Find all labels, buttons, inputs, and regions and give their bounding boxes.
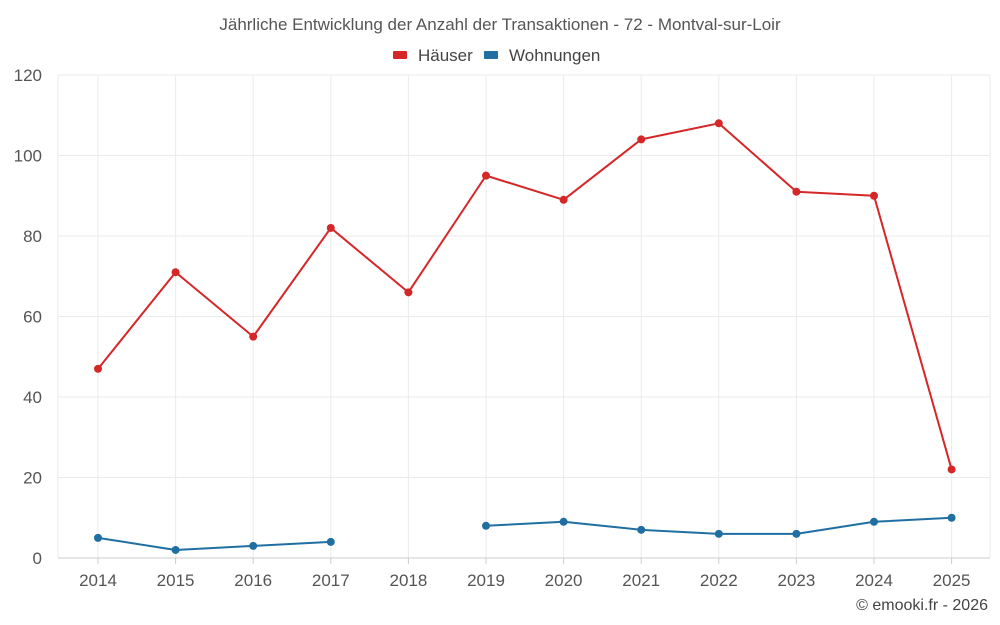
data-point-haeuser (714, 119, 723, 128)
y-tick-label: 20 (23, 469, 42, 488)
data-point-wohnungen (947, 513, 956, 522)
legend-item-wohnungen[interactable]: Wohnungen (484, 46, 600, 65)
legend: Häuser Wohnungen (393, 46, 600, 65)
x-tick-label: 2022 (700, 571, 738, 590)
x-tick-label: 2014 (79, 571, 117, 590)
y-tick-label: 100 (14, 147, 42, 166)
y-axis: 0 20 40 60 80 100 120 (14, 66, 42, 568)
legend-label-haeuser: Häuser (418, 46, 473, 65)
legend-swatch-wohnungen (484, 51, 498, 59)
data-point-haeuser (326, 223, 335, 232)
data-point-wohnungen (171, 545, 180, 554)
data-point-wohnungen (714, 529, 723, 538)
x-axis: 2014 2015 2016 2017 2018 2019 2020 2021 2022 2023… (58, 557, 990, 590)
x-tick-label: 2023 (777, 571, 815, 590)
grid (57, 74, 991, 559)
y-tick-label: 80 (23, 227, 42, 246)
data-point-wohnungen (637, 525, 646, 534)
x-tick-label: 2021 (622, 571, 660, 590)
series (94, 119, 956, 554)
data-point-haeuser (94, 364, 102, 373)
series-haeuser (94, 119, 956, 474)
x-tick-label: 2019 (467, 571, 505, 590)
data-point-wohnungen (559, 517, 568, 526)
legend-item-haeuser[interactable]: Häuser (393, 46, 473, 65)
data-point-haeuser (947, 465, 956, 474)
legend-label-wohnungen: Wohnungen (509, 46, 600, 65)
data-point-wohnungen (482, 521, 490, 530)
data-point-wohnungen (792, 529, 801, 538)
y-tick-label: 40 (23, 388, 42, 407)
y-tick-label: 60 (23, 308, 42, 327)
data-point-haeuser (171, 268, 180, 277)
x-tick-label: 2024 (855, 571, 893, 590)
data-point-wohnungen (326, 537, 335, 546)
x-tick-label: 2020 (545, 571, 583, 590)
series-line-wohnungen (97, 536, 331, 551)
data-point-haeuser (482, 171, 490, 180)
data-point-wohnungen (249, 541, 258, 550)
x-tick-label: 2015 (157, 571, 195, 590)
x-tick-label: 2025 (933, 571, 971, 590)
data-point-haeuser (559, 195, 568, 204)
y-tick-label: 120 (14, 66, 42, 85)
series-wohnungen (94, 513, 956, 554)
x-tick-label: 2016 (234, 571, 272, 590)
data-point-haeuser (637, 135, 646, 144)
series-line-haeuser (97, 122, 953, 470)
data-point-haeuser (404, 288, 413, 297)
chart-title: Jährliche Entwicklung der Anzahl der Tra… (219, 15, 781, 34)
chart-credit: © emooki.fr - 2026 (856, 597, 988, 614)
x-tick-label: 2018 (389, 571, 427, 590)
data-point-haeuser (870, 191, 878, 200)
legend-swatch-haeuser (393, 51, 407, 59)
data-point-wohnungen (94, 533, 102, 542)
y-tick-label: 0 (33, 549, 42, 568)
x-tick-label: 2017 (312, 571, 350, 590)
data-point-haeuser (249, 332, 258, 341)
data-point-haeuser (792, 187, 801, 196)
data-point-wohnungen (870, 517, 878, 526)
